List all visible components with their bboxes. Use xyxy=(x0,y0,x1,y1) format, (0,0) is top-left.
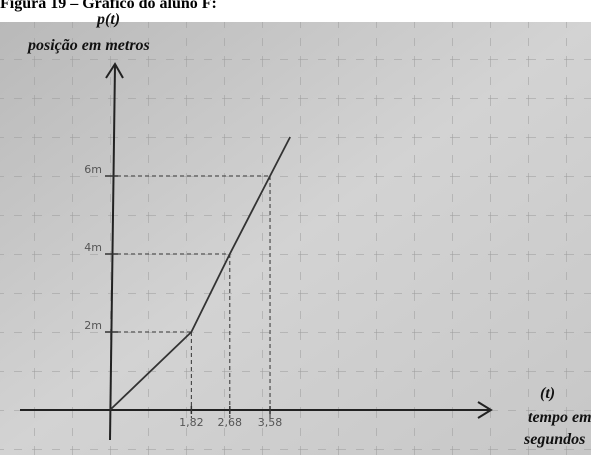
y-tick-label: 4m xyxy=(84,241,102,254)
x-axis-title: segundos xyxy=(523,431,585,448)
y-axis-title: posição em metros xyxy=(26,37,150,54)
x-axis-symbol: (t) xyxy=(540,385,555,402)
y-tick-label: 6m xyxy=(84,163,102,176)
chart: Figura 19 – Gráfico do aluno F: p(t) pos… xyxy=(0,0,591,455)
page: Figura 19 – Gráfico do aluno F: p(t) pos… xyxy=(0,0,591,455)
paper-grid xyxy=(0,22,591,455)
y-axis-symbol: p(t) xyxy=(95,11,120,28)
x-axis-title: tempo em xyxy=(528,409,591,426)
y-tick-label: 2m xyxy=(84,319,102,332)
